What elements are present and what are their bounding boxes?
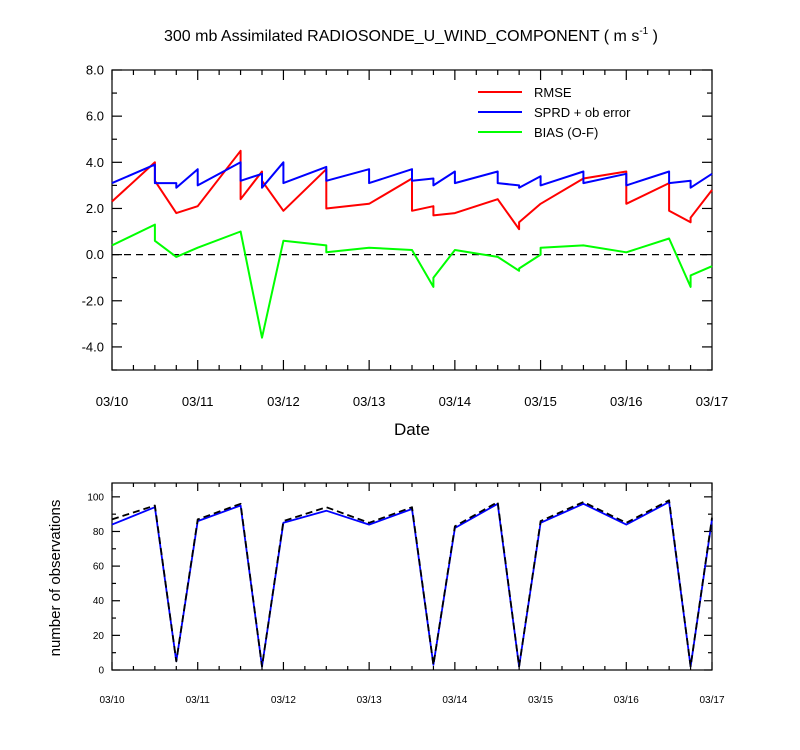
- x-tick-label-03-14: 03/14: [442, 695, 467, 706]
- series-line-assimilated: [111, 501, 713, 668]
- top-x-axis-label: Date: [394, 420, 430, 439]
- chart-title-unit-exponent: -1: [639, 26, 648, 37]
- x-tick-label-03-15: 03/15: [524, 394, 557, 409]
- top-series: [111, 149, 713, 339]
- top-ticks: [111, 69, 713, 371]
- x-tick-label-03-16: 03/16: [614, 695, 639, 706]
- y-tick-label-8-0: 8.0: [86, 63, 104, 78]
- legend: RMSE SPRD + ob error BIAS (O-F): [478, 85, 631, 140]
- x-tick-label-03-17: 03/17: [699, 695, 724, 706]
- y-tick-label-4-0: 4.0: [86, 155, 104, 170]
- top-panel: -4.0-2.00.02.04.06.08.0 03/10 03/11 03/12 0…: [82, 63, 729, 439]
- y-tick-label-80: 80: [93, 527, 105, 538]
- series-line-rmse: [111, 149, 713, 231]
- chart-title-close: ): [648, 28, 658, 45]
- x-tick-label-03-12: 03/12: [267, 394, 300, 409]
- bottom-series: [111, 499, 713, 668]
- x-tick-label-03-13: 03/13: [357, 695, 382, 706]
- x-tick-label-03-10: 03/10: [96, 394, 129, 409]
- chart-title-text: 300 mb Assimilated RADIOSONDE_U_WIND_COM…: [164, 28, 639, 45]
- chart-title: 300 mb Assimilated RADIOSONDE_U_WIND_COM…: [164, 26, 658, 45]
- series-line-total: [111, 499, 713, 668]
- y-tick-label-0: 0: [98, 666, 104, 677]
- top-y-tick-labels: -4.0 -2.0 0.0 2.0 4.0 6.0 8.0: [82, 63, 104, 355]
- series-line-sprd-ob-error: [111, 161, 713, 189]
- y-tick-label-4-0: -4.0: [82, 339, 104, 354]
- legend-label-rmse: RMSE: [534, 85, 572, 100]
- x-tick-label-03-17: 03/17: [696, 394, 729, 409]
- y-tick-label-2-0: 2.0: [86, 201, 104, 216]
- y-tick-label-6-0: 6.0: [86, 109, 104, 124]
- x-tick-label-03-11: 03/11: [186, 695, 211, 706]
- x-tick-label-03-15: 03/15: [528, 695, 553, 706]
- x-tick-label-03-14: 03/14: [439, 394, 472, 409]
- x-tick-label-03-16: 03/16: [610, 394, 643, 409]
- bottom-y-tick-labels: 0 20 40 60 80 100: [87, 492, 104, 676]
- bottom-x-tick-labels: 03/10 03/11 03/12 03/13 03/14 03/15 03/16 03/17: [99, 695, 724, 706]
- y-tick-label-0-0: 0.0: [86, 247, 104, 262]
- y-tick-label-60: 60: [93, 562, 105, 573]
- x-tick-label-03-11: 03/11: [182, 394, 214, 409]
- series-line-bias-o-f: [111, 223, 713, 339]
- legend-label-sprd-ob-error: SPRD + ob error: [534, 105, 631, 120]
- y-tick-label-100: 100: [87, 492, 104, 503]
- y-tick-label-40: 40: [93, 596, 105, 607]
- bottom-y-axis-label: number of observations: [47, 500, 64, 657]
- legend-label-bias-o-f: BIAS (O-F): [534, 125, 598, 140]
- top-x-tick-labels: 03/10 03/11 03/12 03/13 03/14 03/15 03/16 03/17: [96, 394, 729, 409]
- x-tick-label-03-12: 03/12: [271, 695, 296, 706]
- y-tick-label-2-0: -2.0: [82, 293, 104, 308]
- x-tick-label-03-13: 03/13: [353, 394, 386, 409]
- y-tick-label-20: 20: [93, 631, 105, 642]
- x-tick-label-03-10: 03/10: [99, 695, 124, 706]
